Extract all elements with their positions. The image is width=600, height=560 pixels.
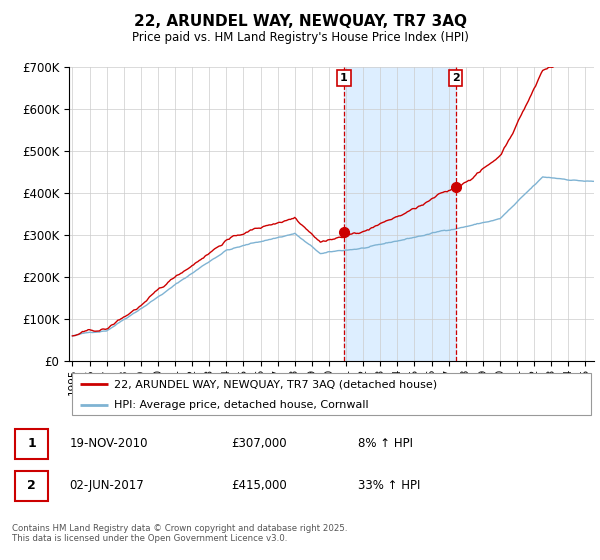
Text: £307,000: £307,000 — [231, 437, 287, 450]
FancyBboxPatch shape — [15, 470, 48, 501]
Text: 1: 1 — [27, 437, 36, 450]
Text: HPI: Average price, detached house, Cornwall: HPI: Average price, detached house, Corn… — [113, 400, 368, 410]
FancyBboxPatch shape — [15, 428, 48, 459]
Text: 8% ↑ HPI: 8% ↑ HPI — [358, 437, 413, 450]
Text: 02-JUN-2017: 02-JUN-2017 — [70, 479, 145, 492]
Text: 2: 2 — [452, 73, 460, 83]
Bar — [344, 67, 456, 361]
Text: 22, ARUNDEL WAY, NEWQUAY, TR7 3AQ: 22, ARUNDEL WAY, NEWQUAY, TR7 3AQ — [133, 14, 467, 29]
Text: £415,000: £415,000 — [231, 479, 287, 492]
Text: 2: 2 — [27, 479, 36, 492]
Text: 22, ARUNDEL WAY, NEWQUAY, TR7 3AQ (detached house): 22, ARUNDEL WAY, NEWQUAY, TR7 3AQ (detac… — [113, 379, 437, 389]
Text: Contains HM Land Registry data © Crown copyright and database right 2025.
This d: Contains HM Land Registry data © Crown c… — [12, 524, 347, 543]
Text: Price paid vs. HM Land Registry's House Price Index (HPI): Price paid vs. HM Land Registry's House … — [131, 31, 469, 44]
Text: 33% ↑ HPI: 33% ↑ HPI — [358, 479, 420, 492]
Text: 1: 1 — [340, 73, 348, 83]
FancyBboxPatch shape — [71, 373, 592, 416]
Text: 19-NOV-2010: 19-NOV-2010 — [70, 437, 148, 450]
